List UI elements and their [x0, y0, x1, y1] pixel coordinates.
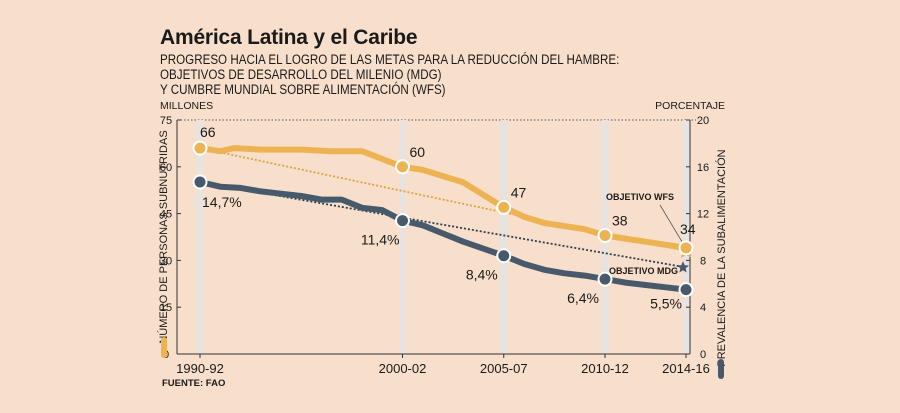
people-value-label-3: 38	[612, 212, 628, 228]
right-tick-label-0: 0	[700, 349, 706, 361]
x-tick-label-2: 2005-07	[480, 361, 528, 376]
prevalence-marker-2	[496, 248, 512, 264]
right-tick-label-8: 8	[700, 255, 706, 267]
people-marker-4	[678, 240, 694, 256]
x-tick-label-3: 2010-12	[581, 361, 629, 376]
right-tick-label-16: 16	[697, 162, 709, 174]
prevalence-value-label-0: 14,7%	[202, 194, 242, 210]
prevalence-marker-4	[678, 282, 694, 298]
subtitle-line-3: Y CUMBRE MUNDIAL SOBRE ALIMENTACIÓN (WFS…	[160, 82, 446, 97]
mdg-target-star	[676, 261, 690, 273]
prevalence-value-label-2: 8,4%	[466, 267, 498, 283]
people-marker-2	[496, 199, 512, 215]
people-marker-3	[597, 227, 613, 243]
right-axis-unit: PORCENTAJE	[655, 100, 725, 112]
people-value-label-4: 34	[680, 221, 696, 237]
people-value-label-2: 47	[511, 184, 527, 200]
people-marker-0	[192, 140, 208, 156]
prevalence-marker-0	[192, 174, 208, 190]
subtitle-line-1: PROGRESO HACIA EL LOGRO DE LAS METAS PAR…	[160, 52, 620, 67]
prevalence-value-label-4: 5,5%	[650, 296, 682, 312]
x-tick-label-0: 1990-92	[176, 361, 224, 376]
prevalence-marker-3	[597, 271, 613, 287]
mdg-target-label: OBJETIVO MDG	[609, 266, 678, 276]
people-series-line	[197, 145, 689, 251]
chart-subtitle: PROGRESO HACIA EL LOGRO DE LAS METAS PAR…	[160, 52, 619, 97]
left-axis-unit: MILLONES	[160, 100, 213, 112]
people-value-label-1: 60	[410, 144, 426, 160]
right-tick-label-4: 4	[700, 302, 706, 314]
right-tick-label-12: 12	[697, 209, 709, 221]
x-tick-label-4: 2014-16	[662, 361, 710, 376]
left-tick-label-75: 75	[160, 115, 172, 127]
prevalence-value-label-3: 6,4%	[567, 290, 599, 306]
x-tick-label-1: 2000-02	[379, 361, 427, 376]
right-axis-title: PREVALENCIA DE LA SUBALIMENTACIÓN	[715, 149, 728, 366]
right-tick-label-20: 20	[697, 115, 709, 127]
wfs-target-label: OBJETIVO WFS	[606, 192, 674, 202]
left-tick-label-30: 30	[160, 255, 172, 267]
chart-title: América Latina y el Caribe	[160, 26, 418, 49]
prevalence-value-label-1: 11,4%	[361, 232, 400, 248]
left-tick-label-60: 60	[160, 162, 172, 174]
source-note: FUENTE: FAO	[162, 378, 226, 389]
left-tick-label-45: 45	[160, 209, 172, 221]
left-tick-label-15: 15	[160, 302, 172, 314]
prevalence-marker-1	[395, 213, 410, 229]
people-marker-1	[395, 159, 410, 175]
wfs-target-leader	[659, 204, 685, 246]
subtitle-line-2: OBJETIVOS DE DESARROLLO DEL MILENIO (MDG…	[160, 67, 442, 82]
people-value-label-0: 66	[200, 124, 216, 140]
left-axis-title: NÚMERO DE PERSONAS SUBNUTRIDAS	[157, 130, 170, 343]
